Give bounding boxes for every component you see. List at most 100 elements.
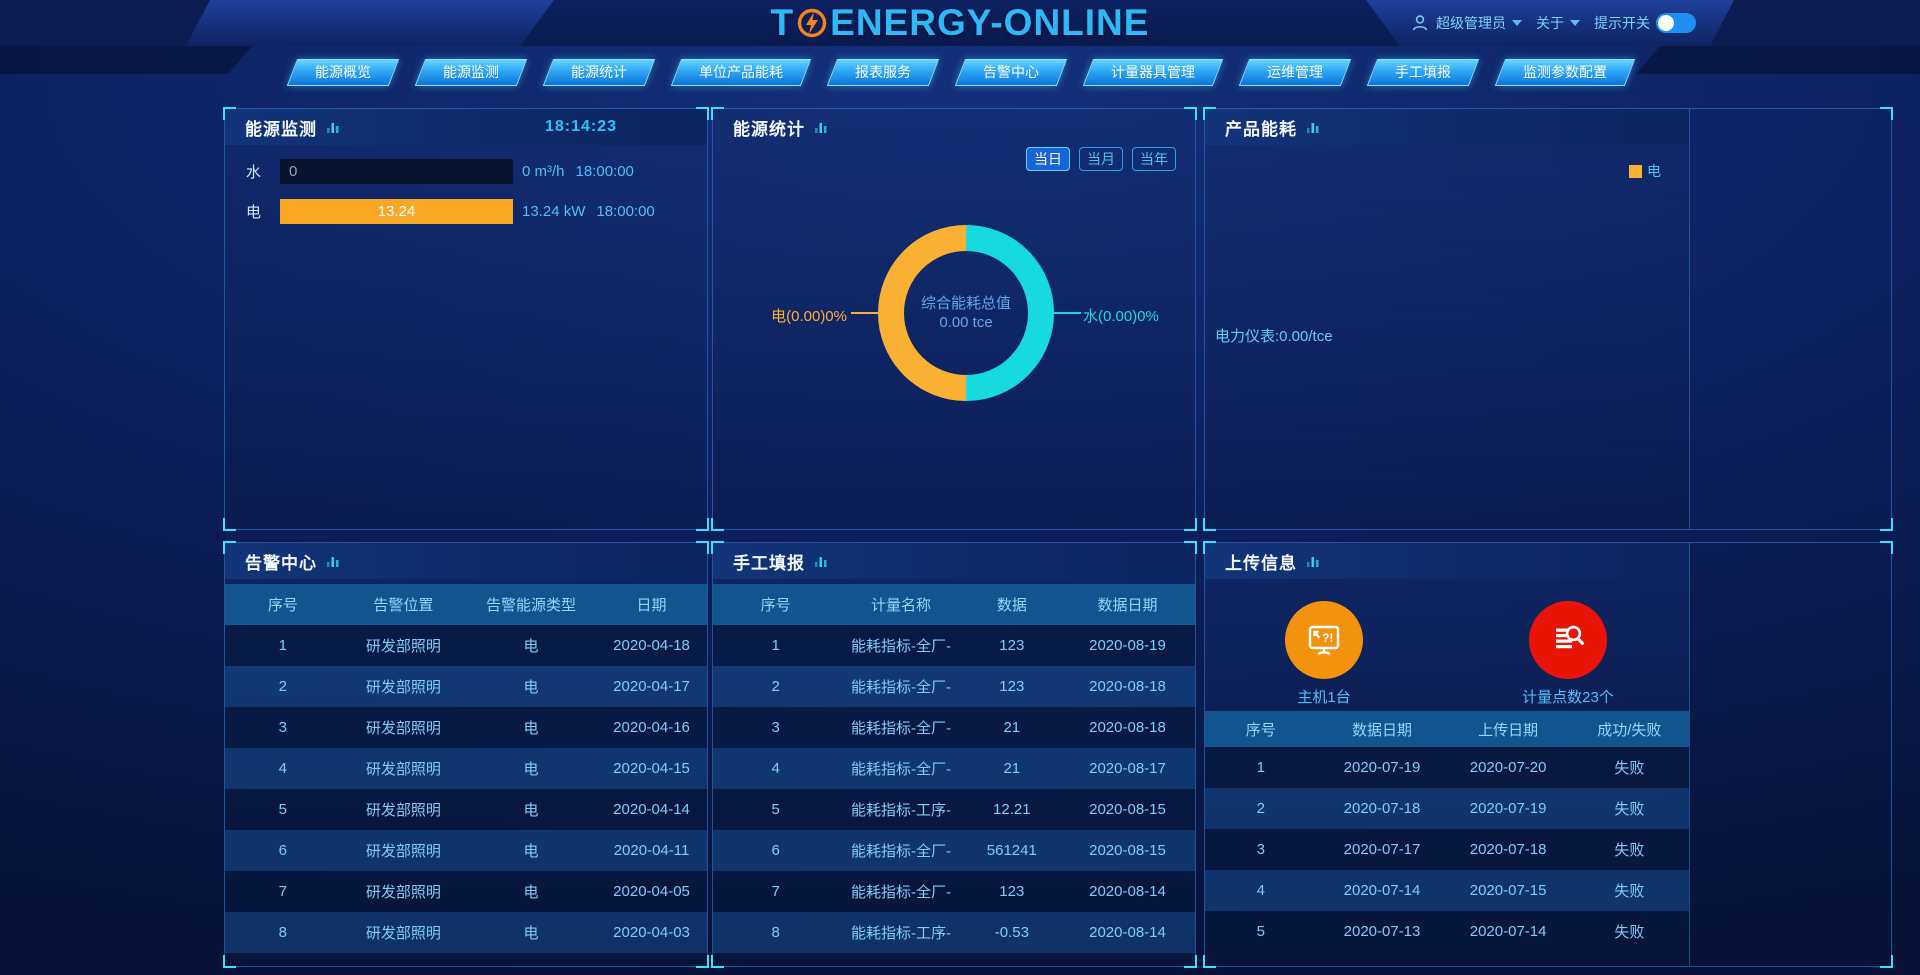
nav-tab-运维管理[interactable]: 运维管理 xyxy=(1238,59,1352,86)
table-cell: 2020-08-17 xyxy=(1089,760,1166,777)
table-cell: 2020-08-18 xyxy=(1089,678,1166,695)
table-cell: 能耗指标-工序- xyxy=(850,802,951,819)
about-label: 关于 xyxy=(1536,15,1564,31)
donut-label-water: 水(0.00)0% xyxy=(1083,308,1159,325)
manual_entry-row: 2 能耗指标-全厂- 123 2020-08-18 xyxy=(713,666,1195,707)
panel-energy-monitor: 能源监测 18:14:23 水 0 0 m³/h 18:00:00 电 13.24 13.2… xyxy=(223,107,709,531)
nav-tab-报表服务[interactable]: 报表服务 xyxy=(826,59,940,86)
nav-tab-能源统计[interactable]: 能源统计 xyxy=(542,59,656,86)
table-cell: 2020-07-19 xyxy=(1469,800,1547,817)
chart-legend[interactable]: 电 xyxy=(1629,161,1661,181)
table-cell: 2020-08-14 xyxy=(1089,883,1166,900)
signal-bars-icon xyxy=(1307,123,1319,133)
manual_entry-row: 8 能耗指标-工序- -0.53 2020-08-14 xyxy=(713,912,1195,953)
table-cell: 能耗指标-全厂- xyxy=(838,963,963,966)
table-cell: 12.21 xyxy=(993,801,1031,818)
user-icon xyxy=(1412,15,1428,31)
logo-text-post: ENERGY-ONLINE xyxy=(830,2,1150,43)
panel-alarm-center: 告警中心 序号 告警位置 告警能源类型 日期 1 研发部照明电 2020-04-18 2 研发部… xyxy=(223,541,709,968)
table-cell: 2020-08-13 xyxy=(1060,965,1195,966)
signal-bars-icon xyxy=(1307,557,1319,567)
table-cell: 5 xyxy=(278,801,287,818)
top-header: T ENERGY-ONLINE 超级管理员 关于 提示开关 xyxy=(0,0,1920,46)
energy-donut-chart xyxy=(878,225,1054,401)
alarm_center-row: 7 研发部照明 电 2020-04-05 xyxy=(225,871,707,912)
doc-search-icon xyxy=(1556,625,1584,649)
table-cell: 能耗指标-全厂- xyxy=(850,638,951,655)
about-menu[interactable]: 关于 xyxy=(1536,13,1580,33)
column-header: 成功/失败 xyxy=(1597,721,1662,739)
panel-title: 手工填报 xyxy=(733,553,805,573)
table-cell: 1 xyxy=(278,637,287,654)
table-cell: 4 xyxy=(1256,882,1265,899)
table-cell: 123 xyxy=(999,883,1025,900)
table-cell: 研发部照明 xyxy=(365,802,441,819)
column-header: 告警能源类型 xyxy=(486,597,577,614)
table-cell: 21 xyxy=(1003,719,1021,736)
nav-tab-单位产品能耗[interactable]: 单位产品能耗 xyxy=(670,59,812,86)
table-cell: 研发部照明 xyxy=(365,843,441,860)
table-cell: 6 xyxy=(278,842,287,859)
nav-tab-计量器具管理[interactable]: 计量器具管理 xyxy=(1082,59,1224,86)
column-header: 计量名称 xyxy=(870,597,931,614)
table-cell: 研发部照明 xyxy=(341,963,466,966)
nav-left-shape xyxy=(0,46,252,74)
header-right-shape xyxy=(1710,0,1920,46)
legend-swatch xyxy=(1629,164,1642,178)
table-cell: 电 xyxy=(523,638,539,655)
nav-tab-手工填报[interactable]: 手工填报 xyxy=(1366,59,1480,86)
signal-bars-icon xyxy=(815,557,827,567)
bar-reading-value: 0 m³/h xyxy=(522,162,565,180)
nav-tab-告警中心[interactable]: 告警中心 xyxy=(954,59,1068,86)
table-cell: 2 xyxy=(771,678,780,695)
panel-title: 产品能耗 xyxy=(1225,119,1297,139)
table-cell: 2020-08-14 xyxy=(1089,924,1166,941)
donut-center-line1: 综合能耗总值 xyxy=(920,295,1011,312)
nav-tab-label: 告警中心 xyxy=(983,64,1039,80)
table-cell: 3 xyxy=(278,719,287,736)
nav-tab-label: 计量器具管理 xyxy=(1111,64,1195,80)
table-cell: 2 xyxy=(278,678,287,695)
nav-tab-能源监测[interactable]: 能源监测 xyxy=(414,59,528,86)
table-cell: 研发部照明 xyxy=(365,925,441,942)
user-name: 超级管理员 xyxy=(1436,15,1506,31)
user-menu[interactable]: 超级管理员 xyxy=(1410,13,1522,33)
stats-tab-当日[interactable]: 当日 xyxy=(1026,147,1070,171)
panel-clock: 18:14:23 xyxy=(544,118,617,135)
upload_info-row: 3 2020-07-17 2020-07-18 失败 xyxy=(1205,829,1689,870)
alarm_center-row: 4 研发部照明 电 2020-04-15 xyxy=(225,748,707,789)
table-cell: 2020-04-16 xyxy=(613,719,690,736)
column-header: 数据日期 xyxy=(1097,597,1158,614)
tip-toggle[interactable] xyxy=(1656,13,1696,33)
nav-tab-能源概览[interactable]: 能源概览 xyxy=(286,59,400,86)
alarm_center-header-row: 序号 告警位置 告警能源类型 日期 xyxy=(225,584,707,625)
table-cell: 2020-04-14 xyxy=(613,801,690,818)
toggle-knob xyxy=(1658,15,1674,31)
table-cell: -0.53 xyxy=(994,924,1029,941)
app-logo: T ENERGY-ONLINE xyxy=(0,1,1920,45)
nav-tab-监测参数配置[interactable]: 监测参数配置 xyxy=(1494,59,1636,86)
logo-bolt-icon xyxy=(797,8,827,38)
table-cell: 5 xyxy=(771,801,780,818)
upload_info-row: 2 2020-07-18 2020-07-19 失败 xyxy=(1205,788,1689,829)
table-cell: 4 xyxy=(771,760,780,777)
panel-manual-entry: 手工填报 序号 计量名称 数据 数据日期 1 能耗指标-全厂- 123 2020-08-19 2… xyxy=(711,541,1197,968)
signal-bars-icon xyxy=(815,123,827,133)
table-cell: 9 xyxy=(225,965,341,966)
stats-tab-当年[interactable]: 当年 xyxy=(1132,147,1176,171)
table-cell: 9 xyxy=(713,965,838,966)
alarm_center-row: 6 研发部照明 电 2020-04-11 xyxy=(225,830,707,871)
meter-value-text: 电力仪表:0.00/tce xyxy=(1215,328,1333,345)
nav-right-shape xyxy=(1636,46,1920,74)
table-cell: 能耗指标-全厂- xyxy=(850,761,951,778)
upload_info-row: 4 2020-07-14 2020-07-15 失败 xyxy=(1205,870,1689,911)
table-cell: 2020-07-13 xyxy=(1343,923,1421,940)
nav-tab-label: 能源统计 xyxy=(571,64,627,80)
manual_entry-header-row: 序号 计量名称 数据 数据日期 xyxy=(713,584,1195,625)
alarm_center-row: 3 研发部照明 电 2020-04-16 xyxy=(225,707,707,748)
table-cell: 2020-07-15 xyxy=(1469,882,1547,899)
table-cell: 2020-08-18 xyxy=(1089,719,1166,736)
stats-tab-当月[interactable]: 当月 xyxy=(1079,147,1123,171)
table-cell: 3 xyxy=(771,719,780,736)
table-cell: 失败 xyxy=(1614,760,1645,777)
